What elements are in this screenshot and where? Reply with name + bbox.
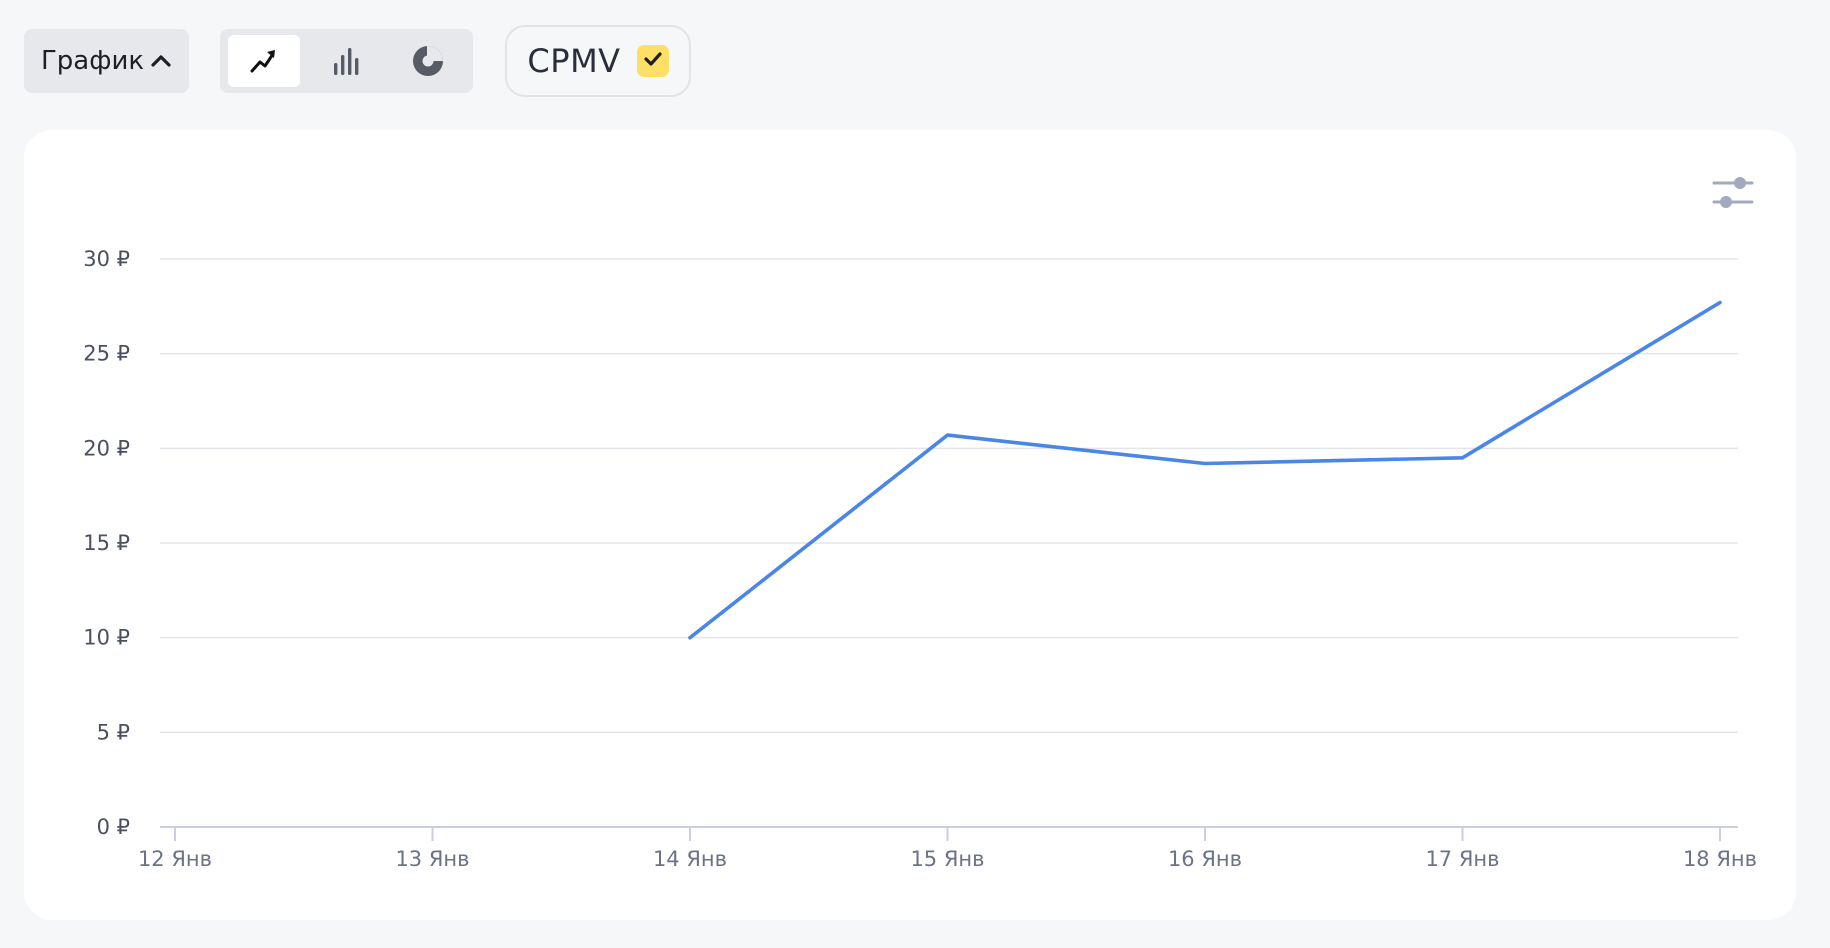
metric-checkbox[interactable] (636, 45, 669, 77)
checkmark-icon (643, 51, 663, 71)
bar-chart-icon (331, 45, 361, 77)
chart-type-bar-button[interactable] (310, 35, 382, 87)
sliders-icon (1712, 177, 1754, 214)
chart-type-line-button[interactable] (228, 35, 300, 87)
metric-chip-cpmv[interactable]: CPMV (505, 25, 691, 97)
view-dropdown-label: График (40, 46, 145, 76)
chart-card (24, 130, 1796, 920)
line-chart-icon (249, 46, 279, 76)
chart-settings-button[interactable] (1712, 174, 1754, 210)
pie-chart-icon (411, 44, 445, 78)
chart-type-pie-button[interactable] (392, 35, 464, 87)
chart-type-switcher (220, 29, 473, 93)
chevron-up-icon (150, 54, 172, 68)
view-dropdown-button[interactable]: График (24, 29, 189, 93)
metric-chip-label: CPMV (527, 42, 621, 80)
toolbar: График (0, 0, 1830, 120)
